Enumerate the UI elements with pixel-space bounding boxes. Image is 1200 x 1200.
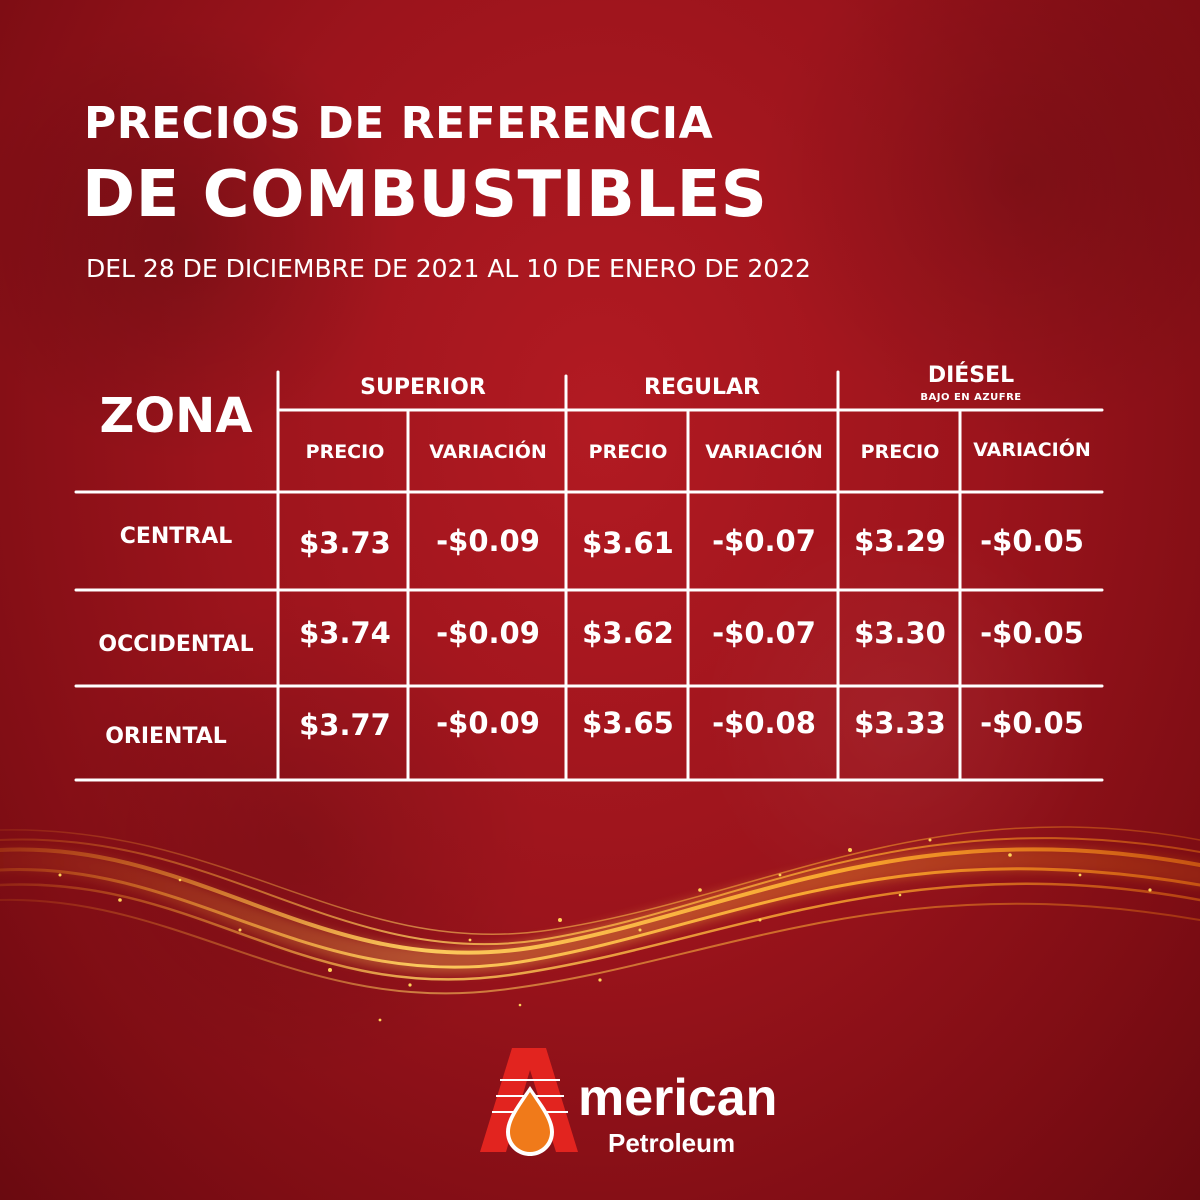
zona-header: ZONA	[99, 388, 253, 444]
brand-logo: merican Petroleum	[460, 1040, 800, 1160]
cell-central-superior-variacion: -$0.09	[436, 524, 540, 558]
brand-subname: Petroleum	[608, 1128, 736, 1158]
cell-occidental-superior-precio: $3.74	[299, 616, 391, 650]
zone-name-central: CENTRAL	[119, 523, 233, 549]
cell-oriental-superior-precio: $3.77	[299, 708, 391, 742]
page-title-line1: PRECIOS DE REFERENCIA	[84, 98, 714, 149]
group-header-superior: SUPERIOR	[360, 374, 486, 400]
sub-header-regular-variacion: VARIACIÓN	[705, 441, 823, 463]
cell-occidental-diesel-precio: $3.30	[854, 616, 946, 650]
cell-central-diesel-precio: $3.29	[854, 524, 946, 558]
cell-occidental-superior-variacion: -$0.09	[436, 616, 540, 650]
cell-central-regular-variacion: -$0.07	[712, 524, 816, 558]
sub-header-regular-precio: PRECIO	[588, 441, 668, 463]
flame-wave-decoration	[0, 826, 1200, 1022]
cell-occidental-regular-variacion: -$0.07	[712, 616, 816, 650]
zone-name-oriental: ORIENTAL	[105, 723, 227, 749]
cell-occidental-diesel-variacion: -$0.05	[980, 616, 1084, 650]
cell-oriental-superior-variacion: -$0.09	[436, 706, 540, 740]
cell-central-regular-precio: $3.61	[582, 526, 674, 560]
page-title-line2: DE COMBUSTIBLES	[82, 158, 768, 232]
sub-header-superior-precio: PRECIO	[305, 441, 385, 463]
group-header-diesel: DIÉSEL	[927, 362, 1015, 388]
brand-name: merican	[578, 1069, 778, 1127]
cell-oriental-diesel-precio: $3.33	[854, 706, 946, 740]
period-subtitle: DEL 28 DE DICIEMBRE DE 2021 AL 10 DE ENE…	[86, 254, 811, 283]
logo-mark-icon	[480, 1048, 578, 1156]
sub-header-diesel-precio: PRECIO	[860, 441, 940, 463]
group-header-regular: REGULAR	[644, 374, 760, 400]
cell-oriental-diesel-variacion: -$0.05	[980, 706, 1084, 740]
sub-header-superior-variacion: VARIACIÓN	[429, 441, 547, 463]
group-note-diesel: BAJO EN AZUFRE	[920, 391, 1022, 403]
cell-central-superior-precio: $3.73	[299, 526, 391, 560]
cell-oriental-regular-variacion: -$0.08	[712, 706, 816, 740]
sub-header-diesel-variacion: VARIACIÓN	[973, 439, 1091, 461]
cell-central-diesel-variacion: -$0.05	[980, 524, 1084, 558]
cell-occidental-regular-precio: $3.62	[582, 616, 674, 650]
cell-oriental-regular-precio: $3.65	[582, 706, 674, 740]
zone-name-occidental: OCCIDENTAL	[98, 631, 254, 657]
